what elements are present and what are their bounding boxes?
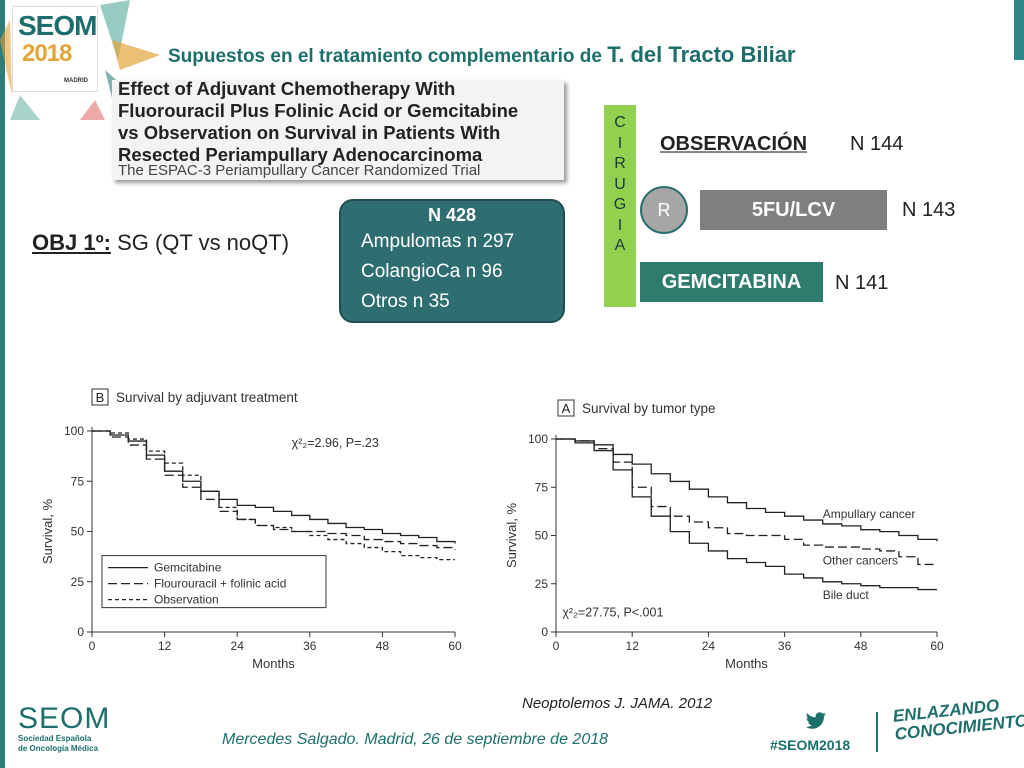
page-title: Supuestos en el tratamiento complementar… (168, 42, 948, 68)
y-tick-label: 100 (528, 432, 548, 446)
y-tick-label: 25 (71, 575, 85, 589)
y-axis-label: Survival, % (40, 499, 55, 564)
author-line: Mercedes Salgado. Madrid, 26 de septiemb… (222, 731, 609, 748)
paper-subtitle: The ESPAC-3 Periampullary Cancer Randomi… (118, 162, 481, 179)
x-tick-label: 60 (448, 639, 462, 653)
objective-label: OBJ 1º: (32, 230, 111, 255)
surgery-letter: U (614, 175, 626, 193)
series-label: Bile duct (823, 588, 870, 602)
arm-gemcitabine-n: N 141 (835, 272, 889, 294)
series-line-bile-duct (556, 438, 937, 591)
y-tick-label: 50 (71, 525, 85, 539)
twitter-icon (805, 712, 826, 729)
y-tick-label: 25 (535, 577, 549, 591)
series-label: Ampullary cancer (823, 507, 916, 521)
x-tick-label: 0 (553, 639, 560, 653)
chart-panel-A: A Survival by tumor type 0 25 50 75 100 0 12 24 36… (504, 399, 944, 671)
paper-title-line: vs Observation on Survival in Patients W… (118, 122, 501, 143)
paper-title: Effect of Adjuvant Chemotherapy With Flu… (118, 78, 568, 166)
arm-observation-n: N 144 (850, 133, 904, 155)
legend-label: Observation (154, 593, 219, 607)
right-accent-band (1014, 0, 1024, 60)
x-tick-label: 36 (778, 639, 792, 653)
series-line-other-cancers (556, 438, 937, 566)
title-emphasis: T. del Tracto Biliar (607, 42, 796, 67)
series-line-gemcitabine (92, 430, 456, 544)
chart-title: Survival by tumor type (582, 401, 716, 416)
surgery-letter: I (617, 134, 623, 152)
randomization-circle: R (640, 186, 688, 234)
series-line-flourouracil-folinic-acid (92, 430, 456, 550)
panel-letter-box (91, 388, 109, 406)
cohort-line: Ampulomas n 297 (361, 231, 515, 252)
org-subtitle: Sociedad Española (18, 734, 92, 743)
slogan: ENLAZANDO CONOCIMIENTO (892, 694, 1024, 744)
paper-title-line: Fluorouracil Plus Folinic Acid or Gemcit… (118, 100, 519, 121)
cohort-line: ColangioCa n 96 (361, 261, 503, 282)
legend-label: Gemcitabine (154, 561, 222, 575)
survival-charts: B Survival by adjuvant treatment 0 25 50 75 10… (40, 388, 944, 671)
chart-panel-B: B Survival by adjuvant treatment 0 25 50 75 10… (40, 388, 462, 671)
chart-title: Survival by adjuvant treatment (116, 390, 298, 405)
surgery-letter: I (617, 216, 623, 234)
citation: Neoptolemos J. JAMA. 2012 (522, 695, 713, 712)
objective: OBJ 1º: SG (QT vs noQT) (32, 230, 289, 256)
logo-brand: SEOM (18, 10, 97, 41)
legend-box (101, 555, 327, 609)
panel-letter-box (557, 399, 575, 417)
panel-letter: A (562, 401, 571, 416)
x-tick-label: 0 (89, 639, 96, 653)
series-line-ampullary-cancer (556, 438, 938, 542)
arm-5fu-n: N 143 (902, 199, 956, 221)
x-tick-label: 24 (702, 639, 716, 653)
paper-title-line: Resected Periampullary Adenocarcinoma (118, 144, 483, 165)
y-tick-label: 0 (77, 625, 84, 639)
y-tick-label: 50 (535, 529, 549, 543)
arm-5fu-label: 5FU/LCV (700, 190, 887, 230)
surgery-letter: R (614, 155, 626, 172)
y-axis-label: Survival, % (504, 503, 519, 568)
surgery-bar: C I R U G I A (604, 105, 636, 307)
paper-title-line: Effect of Adjuvant Chemotherapy With (118, 78, 456, 99)
x-tick-label: 12 (158, 639, 172, 653)
surgery-letter: C (614, 114, 626, 131)
cohort-box: N 428 Ampulomas n 297 ColangioCa n 96 Ot… (339, 199, 565, 323)
x-axis-label: Months (725, 656, 768, 671)
x-tick-label: 60 (930, 639, 944, 653)
x-axis-label: Months (252, 656, 295, 671)
x-tick-label: 36 (303, 639, 317, 653)
title-prefix: Supuestos en el tratamiento complementar… (168, 46, 608, 67)
logo (12, 6, 98, 92)
series-label: Other cancers (823, 553, 898, 567)
surgery-letter: G (613, 196, 627, 213)
y-tick-label: 75 (71, 474, 85, 488)
y-tick-label: 75 (535, 480, 549, 494)
org-logo-text: SEOM (18, 702, 111, 735)
x-tick-label: 48 (376, 639, 390, 653)
cohort-total: N 428 (427, 205, 477, 225)
legend-label: Flourouracil + folinic acid (154, 577, 286, 591)
surgery-letter: A (614, 237, 626, 254)
cohort-line: Otros n 35 (361, 291, 450, 312)
org-subtitle: de Oncología Médica (18, 744, 99, 753)
left-accent-band (0, 0, 5, 768)
series-line-observation (92, 430, 455, 561)
chart-annotation: χ²₂=2.96, P=.23 (292, 436, 379, 450)
arm-observation-label: OBSERVACIÓN (660, 133, 808, 155)
x-tick-label: 24 (231, 639, 245, 653)
objective-text: SG (QT vs noQT) (117, 230, 290, 255)
hashtag: #SEOM2018 (770, 737, 851, 753)
paper-excerpt (112, 80, 564, 180)
logo-year: 2018 (22, 40, 72, 67)
logo-city: MADRID (64, 78, 88, 84)
chart-annotation: χ²₂=27.75, P<.001 (562, 606, 663, 620)
panel-letter: B (96, 390, 105, 405)
y-tick-label: 0 (541, 625, 548, 639)
x-tick-label: 12 (626, 639, 640, 653)
x-tick-label: 48 (854, 639, 868, 653)
y-tick-label: 100 (64, 424, 84, 438)
footer-divider (876, 712, 878, 752)
arm-gemcitabine-label: GEMCITABINA (640, 262, 823, 302)
